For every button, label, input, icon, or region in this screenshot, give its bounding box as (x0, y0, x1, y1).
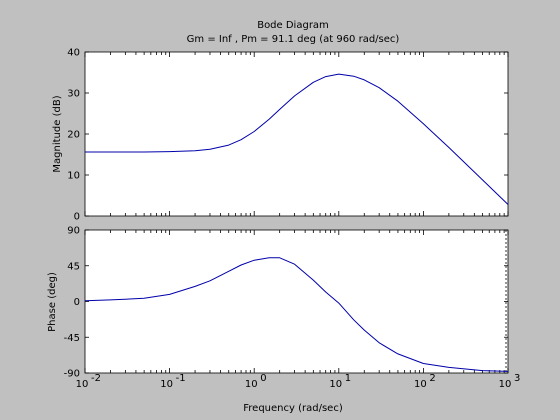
y-tick-label: 90 (67, 226, 80, 237)
x-tick-label-base: 10 (414, 379, 427, 390)
phase-ylabel: Phase (deg) (47, 272, 58, 332)
y-tick-label: 30 (67, 89, 80, 100)
y-tick-label: -45 (64, 333, 80, 344)
x-tick-label-base: 10 (329, 379, 342, 390)
x-tick-label-exponent: 0 (260, 373, 266, 384)
x-tick-label: 10-2 (76, 373, 101, 390)
magnitude-ticks: 0 10 20 30 40 (67, 48, 509, 223)
x-tick-label: 100 (245, 373, 267, 390)
phase-plot-area (84, 229, 509, 374)
y-tick-label: 0 (74, 297, 80, 308)
magnitude-plot-area (84, 51, 509, 217)
x-tick-label: 103 (499, 373, 521, 390)
x-tick-label-exponent: 2 (429, 373, 435, 384)
x-tick-label-base: 10 (245, 379, 258, 390)
x-tick-label-exponent: 3 (514, 373, 520, 384)
magnitude-plot-group (85, 73, 509, 205)
magnitude-axes: 0 10 20 30 40 Magnitude (dB) (52, 48, 509, 223)
phase-plot-group (84, 257, 509, 372)
chart-subtitle: Gm = Inf , Pm = 91.1 deg (at 960 rad/sec… (187, 34, 400, 45)
x-tick-label-exponent: -1 (176, 373, 186, 384)
y-tick-label: 45 (67, 261, 80, 272)
x-tick-label-exponent: 1 (345, 373, 351, 384)
y-tick-label: 20 (67, 130, 80, 141)
x-tick-label-base: 10 (499, 379, 512, 390)
x-tick-label: 101 (329, 373, 351, 390)
x-tick-label: 102 (414, 373, 436, 390)
x-tick-label-exponent: -2 (91, 373, 101, 384)
x-tick-label: 10-1 (160, 373, 185, 390)
chart-title: Bode Diagram (257, 20, 329, 31)
frequency-xlabel: Frequency (rad/sec) (243, 403, 343, 414)
magnitude-ylabel: Magnitude (dB) (52, 95, 63, 172)
x-tick-label-base: 10 (76, 379, 89, 390)
magnitude-series-line (85, 73, 509, 205)
y-tick-label: -90 (64, 369, 80, 380)
y-tick-label: 10 (67, 171, 80, 182)
phase-series-line (84, 257, 509, 372)
y-tick-label: 0 (74, 212, 80, 223)
y-tick-label: 40 (67, 48, 80, 59)
x-tick-label-base: 10 (160, 379, 173, 390)
